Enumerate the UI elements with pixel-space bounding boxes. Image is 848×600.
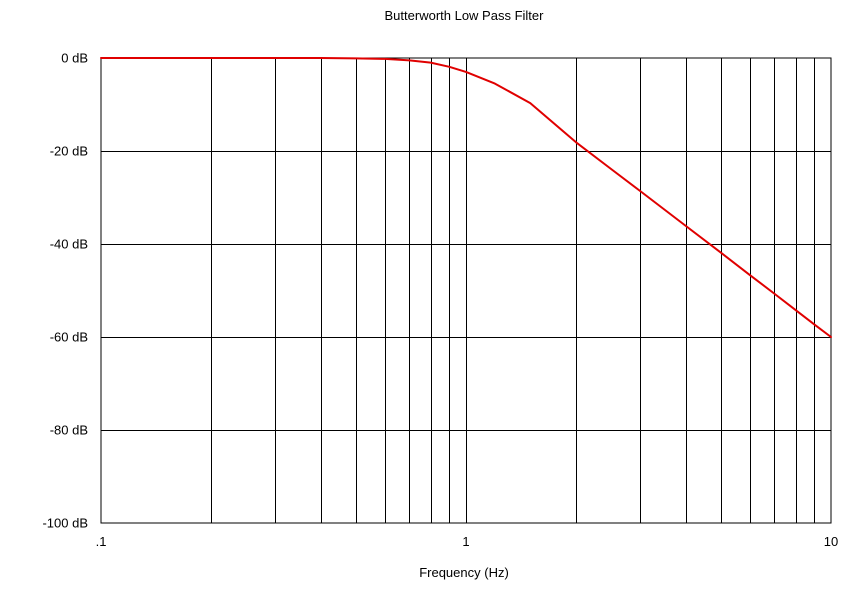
series-layer (100, 57, 832, 338)
y-axis-tick-labels: 0 dB -20 dB -40 dB -60 dB -80 dB -100 dB (42, 50, 88, 530)
y-tick-label: 0 dB (61, 50, 88, 65)
x-axis-label: Frequency (Hz) (419, 565, 509, 580)
x-axis-tick-labels: .1 1 10 (96, 534, 839, 549)
y-tick-label: -40 dB (50, 236, 88, 251)
x-tick-label: 1 (462, 534, 469, 549)
x-tick-label: .1 (96, 534, 107, 549)
x-tick-label: 10 (824, 534, 838, 549)
y-tick-label: -100 dB (42, 515, 88, 530)
y-tick-label: -60 dB (50, 329, 88, 344)
chart-title: Butterworth Low Pass Filter (385, 8, 545, 23)
series-line (100, 57, 832, 338)
y-tick-label: -20 dB (50, 143, 88, 158)
plot-frame (100, 57, 832, 524)
y-tick-label: -80 dB (50, 422, 88, 437)
grid-lines (101, 58, 831, 523)
